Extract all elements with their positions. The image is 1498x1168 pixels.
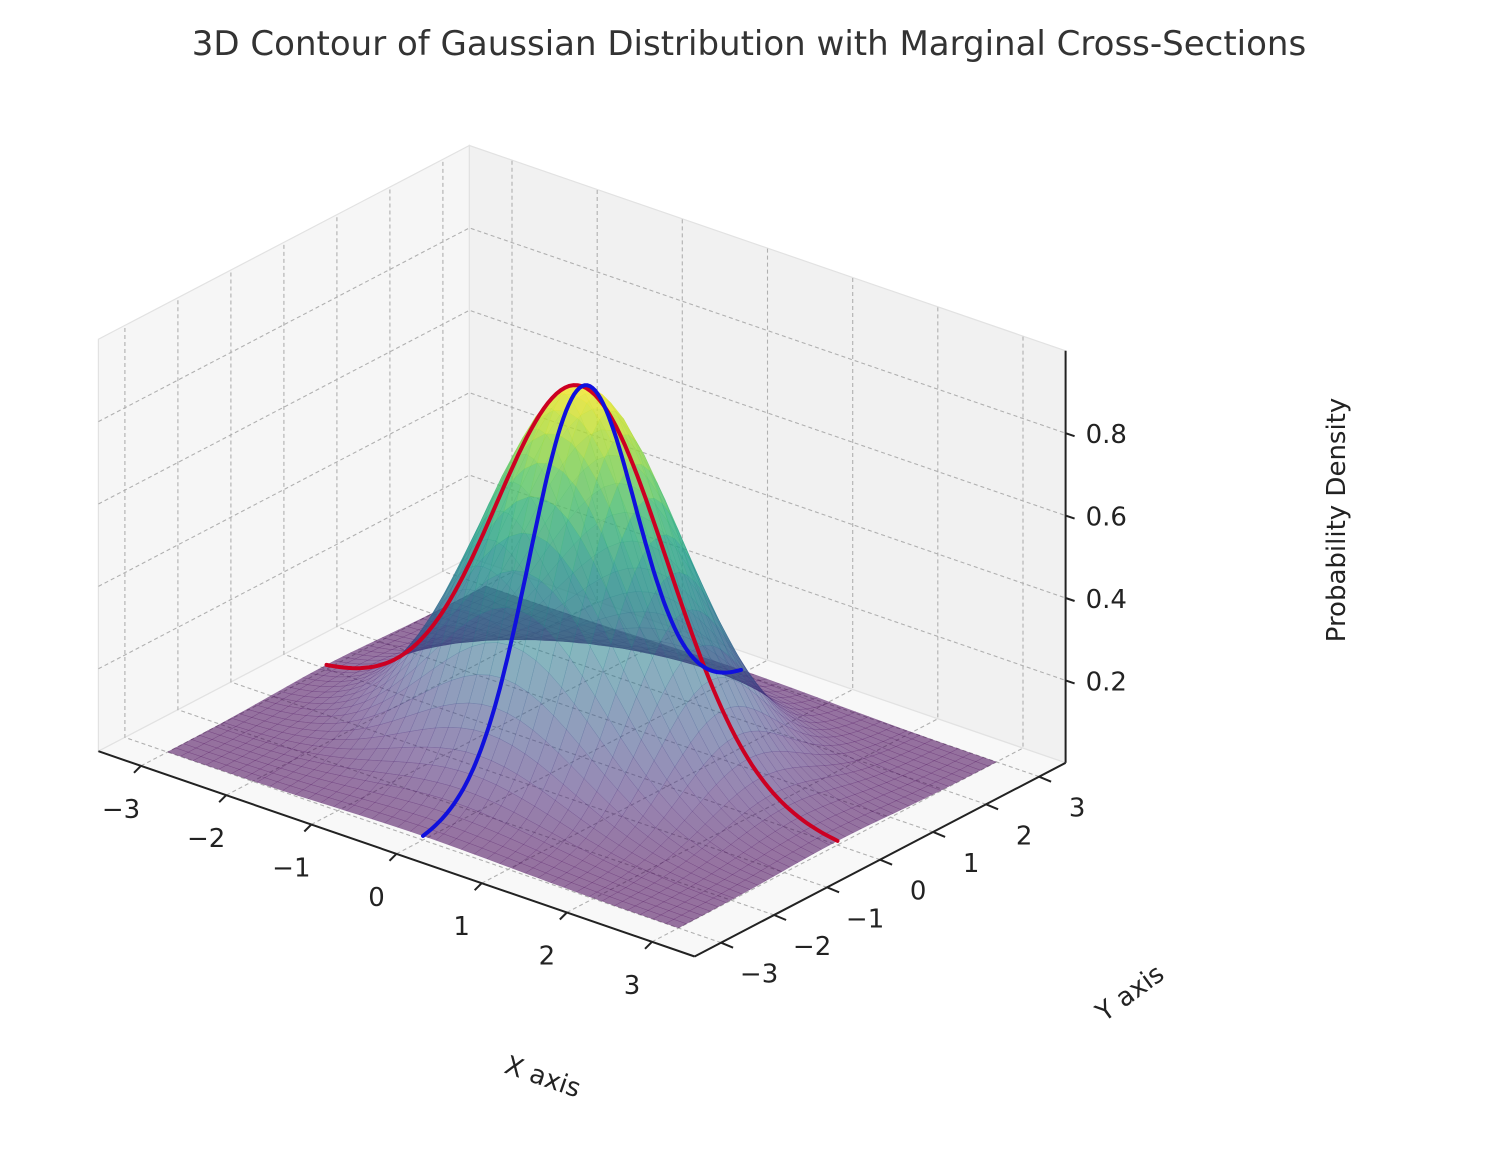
y-tick-label: 3 bbox=[1069, 794, 1086, 824]
x-tick-label: 2 bbox=[539, 942, 556, 972]
y-tick-mark bbox=[985, 803, 999, 811]
z-tick-label: 0.8 bbox=[1086, 420, 1127, 450]
x-tick-label: −2 bbox=[187, 824, 225, 854]
surface-patch bbox=[776, 856, 799, 868]
x-tick-label: −3 bbox=[102, 795, 140, 825]
surface-patch bbox=[736, 879, 759, 890]
y-tick-label: −3 bbox=[740, 960, 778, 990]
z-tick-label: 0.2 bbox=[1086, 667, 1127, 697]
chart-title: 3D Contour of Gaussian Distribution with… bbox=[192, 24, 1306, 64]
z-tick-label: 0.4 bbox=[1086, 585, 1127, 615]
x-grid-line bbox=[311, 218, 683, 825]
z-tick-mark bbox=[1065, 514, 1075, 520]
y-tick-mark bbox=[720, 941, 734, 949]
x-tick-label: 1 bbox=[453, 912, 470, 942]
z-tick-label: 0.6 bbox=[1086, 503, 1127, 533]
z-tick-mark bbox=[1065, 597, 1075, 602]
surface-patch bbox=[689, 906, 711, 916]
y-tick-label: 0 bbox=[910, 877, 927, 907]
surface-patch bbox=[800, 842, 823, 854]
x-tick-label: −1 bbox=[272, 854, 310, 884]
x-tick-mark bbox=[559, 911, 568, 921]
x-grid-line bbox=[651, 336, 1024, 943]
z-axis-label: Probability Density bbox=[1322, 398, 1352, 643]
x-tick-mark bbox=[388, 853, 398, 862]
x-tick-mark bbox=[473, 882, 483, 891]
z-tick-mark bbox=[1065, 679, 1075, 685]
surface-patch bbox=[768, 860, 791, 872]
x-tick-mark bbox=[218, 794, 227, 803]
z-tick-mark bbox=[1065, 432, 1075, 438]
surface-patch bbox=[903, 793, 926, 803]
x-grid-line bbox=[566, 306, 939, 913]
x-tick-mark bbox=[644, 941, 653, 950]
x-tick-label: 3 bbox=[624, 971, 641, 1001]
y-tick-label: 1 bbox=[963, 849, 980, 879]
y-tick-label: 2 bbox=[1016, 821, 1033, 851]
cross-section-lines bbox=[324, 383, 840, 843]
surface-patch bbox=[665, 919, 687, 929]
y-tick-mark bbox=[879, 858, 893, 866]
x-grid-line bbox=[225, 189, 598, 796]
y-tick-mark bbox=[1038, 775, 1052, 783]
surface-patch bbox=[919, 785, 942, 795]
y-tick-label: −2 bbox=[793, 932, 831, 962]
y-tick-mark bbox=[773, 914, 787, 921]
y-axis-label: Y axis bbox=[1090, 959, 1170, 1029]
surface-patch bbox=[840, 822, 862, 834]
x-tick-mark bbox=[303, 823, 313, 833]
x-tick-label: 0 bbox=[368, 883, 385, 913]
surface-patch bbox=[911, 789, 934, 799]
tick-labels: −3 −2 −1 0 1 2 3 −3 −2 −1 0 1 2 3 0.2 0.4 0.6 0.8 bbox=[102, 420, 1127, 1001]
surface-patch bbox=[681, 910, 703, 920]
x-axis-label: X axis bbox=[501, 1051, 585, 1105]
y-cross-section-line bbox=[421, 383, 743, 838]
x-tick-mark bbox=[133, 765, 142, 774]
y-tick-mark bbox=[932, 831, 946, 838]
surface-patch bbox=[728, 884, 751, 895]
y-grid-line bbox=[124, 325, 722, 944]
y-tick-label: −1 bbox=[846, 904, 884, 934]
x-grid-line bbox=[481, 277, 854, 884]
surface-patch bbox=[871, 807, 894, 818]
y-tick-mark bbox=[826, 886, 840, 894]
x-grid-line bbox=[396, 248, 769, 855]
x-grid-line bbox=[140, 160, 513, 767]
